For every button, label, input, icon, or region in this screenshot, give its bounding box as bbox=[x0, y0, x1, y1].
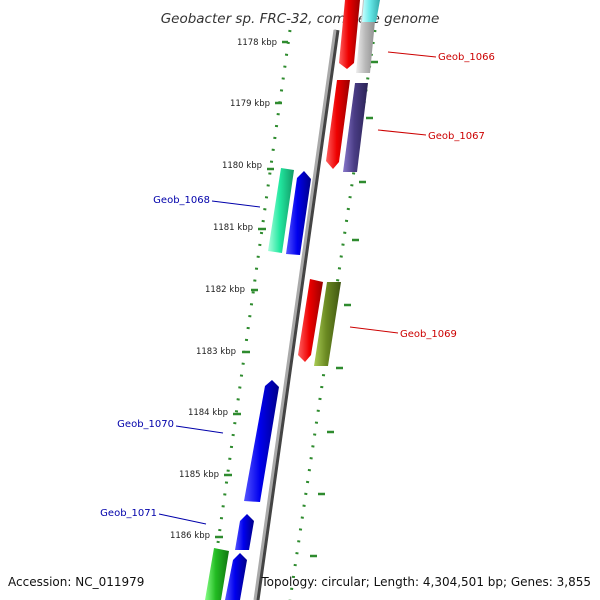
gene-geob-1070-blue[interactable] bbox=[244, 380, 279, 502]
topology-text: Topology: circular; Length: 4,304,501 bp… bbox=[260, 575, 591, 589]
tick-label-1178: 1178 kbp bbox=[237, 38, 277, 48]
tick-label-1184: 1184 kbp bbox=[188, 408, 228, 418]
genome-backbone-shadow bbox=[254, 29, 340, 600]
gene-geob-1068-teal[interactable] bbox=[268, 168, 294, 253]
gene-geob-1071-blue[interactable] bbox=[235, 514, 254, 550]
gene-geob-1067-red[interactable] bbox=[326, 80, 350, 169]
gene-geob-1068-blue[interactable] bbox=[286, 171, 311, 255]
leader-line-geob-1066 bbox=[387, 51, 437, 58]
gene-geob-1069-red[interactable] bbox=[298, 279, 323, 362]
leader-line-geob-1069 bbox=[349, 326, 399, 334]
gene-label-geob-1067[interactable]: Geob_1067 bbox=[428, 131, 485, 142]
gene-geob-1066-cyan[interactable] bbox=[362, 0, 380, 22]
gene-geob-1067-purple[interactable] bbox=[343, 83, 368, 172]
gene-label-geob-1069[interactable]: Geob_1069 bbox=[400, 329, 457, 340]
tick-label-1185: 1185 kbp bbox=[179, 470, 219, 480]
gene-geob-1069-olive[interactable] bbox=[314, 282, 341, 366]
tick-label-1186: 1186 kbp bbox=[170, 531, 210, 541]
gene-label-geob-1068[interactable]: Geob_1068 bbox=[153, 195, 210, 206]
gene-geob-1066-red[interactable] bbox=[339, 0, 360, 69]
map-title: Geobacter sp. FRC-32, complete genome bbox=[161, 11, 440, 27]
gene-label-geob-1066[interactable]: Geob_1066 bbox=[438, 52, 495, 63]
right-tick-marks bbox=[310, 60, 378, 558]
tick-label-1179: 1179 kbp bbox=[230, 99, 270, 109]
tick-label-1183: 1183 kbp bbox=[196, 347, 236, 357]
tick-label-1181: 1181 kbp bbox=[213, 223, 253, 233]
leader-line-geob-1070 bbox=[175, 425, 224, 434]
leader-line-geob-1067 bbox=[377, 129, 427, 136]
leader-line-geob-1068 bbox=[211, 200, 261, 208]
leader-line-geob-1071 bbox=[158, 513, 207, 525]
gene-bottom-blue[interactable] bbox=[225, 553, 247, 600]
accession-text: Accession: NC_011979 bbox=[8, 575, 144, 589]
tick-labels: 1178 kbp 1179 kbp 1180 kbp 1181 kbp 1182… bbox=[170, 38, 277, 541]
gene-bottom-green[interactable] bbox=[205, 548, 229, 600]
tick-label-1180: 1180 kbp bbox=[222, 161, 262, 171]
tick-label-1182: 1182 kbp bbox=[205, 285, 245, 295]
gene-label-geob-1071[interactable]: Geob_1071 bbox=[100, 508, 157, 519]
genome-backbone bbox=[253, 29, 337, 600]
gene-label-geob-1070[interactable]: Geob_1070 bbox=[117, 419, 174, 430]
tick-marks bbox=[215, 40, 288, 539]
left-dotted-track bbox=[208, 29, 292, 600]
